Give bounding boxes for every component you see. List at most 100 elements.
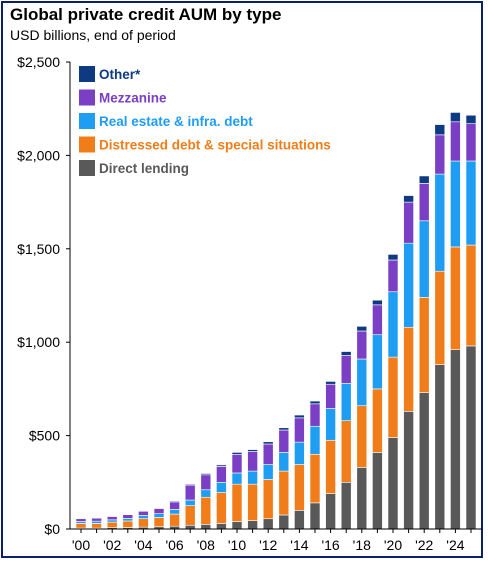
bar-segment-other-2007	[184, 483, 196, 486]
bar-segment-direct-lending-2022	[418, 392, 430, 530]
x-tick-label: '08	[197, 537, 215, 553]
bar-segment-mezzanine-2007	[184, 484, 196, 501]
legend-swatch-mezzanine	[79, 89, 95, 106]
bar-segment-real-estate-infra-debt-2008	[200, 489, 212, 498]
bar-segment-mezzanine-2019	[372, 304, 383, 336]
bar-segment-mezzanine-2003	[122, 514, 134, 519]
bar-segment-direct-lending-2020	[387, 437, 399, 530]
bar-segment-other-2020	[387, 254, 399, 261]
bar-segment-mezzanine-2011	[247, 451, 258, 472]
bar-segment-other-2017	[340, 351, 352, 356]
bar-segment-real-estate-infra-debt-2001	[91, 520, 102, 524]
bar-segment-distressed-debt-special-situations-2014	[294, 464, 305, 511]
bar-segment-distressed-debt-special-situations-2006	[169, 513, 180, 527]
bar-segment-real-estate-infra-debt-2010	[231, 472, 243, 485]
bar-segment-mezzanine-2015	[309, 403, 321, 427]
bar-segment-distressed-debt-special-situations-2017	[340, 420, 352, 483]
bar-segment-mezzanine-2022	[418, 183, 430, 222]
bar-segment-distressed-debt-special-situations-2008	[200, 496, 212, 525]
x-tick-label: '06	[165, 537, 183, 553]
bar-segment-mezzanine-2001	[91, 517, 102, 522]
bar-segment-direct-lending-2024	[450, 349, 461, 530]
bar-segment-distressed-debt-special-situations-2005	[153, 517, 165, 528]
bar-segment-mezzanine-2025	[465, 123, 477, 162]
bar-segment-real-estate-infra-debt-2019	[372, 334, 383, 390]
bar-segment-mezzanine-2008	[200, 474, 212, 491]
bar-segment-other-2011	[247, 449, 258, 452]
bar-segment-mezzanine-2018	[356, 330, 368, 360]
x-tick-label: '20	[384, 537, 402, 553]
bar-segment-other-2010	[231, 452, 243, 455]
bar-segment-direct-lending-2019	[372, 452, 383, 530]
bar-segment-other-2022	[418, 175, 430, 184]
bar-segment-mezzanine-2004	[138, 510, 149, 516]
bar-segment-mezzanine-2012	[262, 443, 274, 465]
bar-segment-distressed-debt-special-situations-2020	[387, 356, 399, 438]
legend-label-distressed-debt-special-situations: Distressed debt & special situations	[99, 138, 331, 153]
bar-segment-distressed-debt-special-situations-2012	[262, 479, 274, 520]
bar-segment-distressed-debt-special-situations-2011	[247, 483, 258, 521]
legend-swatch-real-estate-infra-debt	[79, 113, 95, 129]
bar-segment-mezzanine-2005	[153, 508, 165, 514]
bar-segment-other-2012	[262, 441, 274, 445]
bar-segment-real-estate-infra-debt-2005	[153, 513, 165, 518]
x-tick-label: '12	[259, 537, 277, 553]
x-tick-label: '14	[290, 537, 308, 553]
bar-segment-distressed-debt-special-situations-2015	[309, 453, 321, 504]
bar-segment-real-estate-infra-debt-2014	[294, 441, 305, 465]
bar-segment-other-2016	[325, 381, 336, 385]
bar-segment-distressed-debt-special-situations-2021	[403, 326, 414, 412]
legend-label-mezzanine: Mezzanine	[99, 91, 167, 106]
bar-segment-distressed-debt-special-situations-2003	[122, 520, 134, 528]
bar-segment-other-2014	[294, 414, 305, 419]
y-tick-label: $1,500	[17, 241, 60, 257]
bar-segment-real-estate-infra-debt-2020	[387, 291, 399, 358]
y-tick-label: $2,500	[17, 54, 60, 70]
bar-segment-real-estate-infra-debt-2025	[465, 160, 477, 246]
bar-segment-distressed-debt-special-situations-2025	[465, 244, 477, 347]
bar-segment-direct-lending-2023	[434, 364, 446, 530]
bar-segment-distressed-debt-special-situations-2001	[91, 523, 102, 529]
bars-layer	[75, 112, 477, 530]
bar-segment-real-estate-infra-debt-2016	[325, 408, 336, 441]
bar-segment-direct-lending-2012	[262, 518, 274, 530]
bar-segment-direct-lending-2009	[216, 523, 227, 530]
bar-segment-mezzanine-2009	[216, 466, 227, 483]
bar-segment-mezzanine-2020	[387, 259, 399, 293]
bar-segment-mezzanine-2017	[340, 354, 352, 384]
bar-segment-direct-lending-2014	[294, 510, 305, 530]
bar-segment-distressed-debt-special-situations-2022	[418, 297, 430, 393]
bar-segment-mezzanine-2023	[434, 134, 446, 175]
bar-segment-real-estate-infra-debt-2009	[216, 481, 227, 493]
bar-segment-real-estate-infra-debt-2011	[247, 470, 258, 485]
y-tick-label: $500	[29, 428, 60, 444]
bar-segment-mezzanine-2021	[403, 201, 414, 244]
bar-segment-direct-lending-2025	[465, 345, 477, 530]
bar-segment-distressed-debt-special-situations-2019	[372, 388, 383, 453]
chart-title: Global private credit AUM by type	[10, 5, 282, 24]
bar-segment-real-estate-infra-debt-2015	[309, 425, 321, 455]
bar-segment-other-2024	[450, 112, 461, 123]
bar-segment-real-estate-infra-debt-2022	[418, 220, 430, 298]
x-tick-label: '02	[103, 537, 121, 553]
chart-subtitle: USD billions, end of period	[10, 27, 176, 43]
axes-layer: $0 $500 $1,000 $1,500 $2,000 $2,500 '00 '02 '04 '…	[17, 54, 482, 553]
bar-segment-distressed-debt-special-situations-2016	[325, 439, 336, 494]
bar-segment-distressed-debt-special-situations-2007	[184, 505, 196, 526]
bar-segment-direct-lending-2017	[340, 481, 352, 530]
y-tick-label: $0	[44, 521, 60, 537]
bar-segment-other-2006	[169, 500, 180, 503]
bar-segment-distressed-debt-special-situations-2002	[106, 521, 118, 528]
bar-segment-direct-lending-2021	[403, 411, 414, 530]
bar-segment-direct-lending-2018	[356, 467, 368, 530]
bar-segment-mezzanine-2014	[294, 417, 305, 443]
bar-segment-other-2009	[216, 464, 227, 467]
x-tick-label: '24	[446, 537, 464, 553]
bar-segment-mezzanine-2010	[231, 453, 243, 474]
bar-segment-real-estate-infra-debt-2012	[262, 464, 274, 480]
bar-segment-mezzanine-2013	[278, 429, 290, 453]
bar-segment-direct-lending-2016	[325, 493, 336, 530]
legend-label-real-estate-infra-debt: Real estate & infra. debt	[99, 114, 253, 129]
bar-segment-other-2015	[309, 400, 321, 405]
